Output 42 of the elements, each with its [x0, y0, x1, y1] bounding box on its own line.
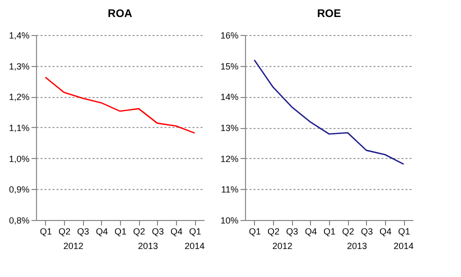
y-tick-label: 12%: [220, 154, 238, 164]
y-tick-label: 14%: [220, 92, 238, 102]
text: 2012: [272, 241, 292, 251]
y-tick-label: 16%: [220, 30, 238, 40]
x-tick-label: Q1: [323, 226, 336, 236]
y-tick-label: 1,1%: [8, 123, 30, 133]
x-tick-label: Q2: [342, 226, 354, 236]
x-tick-label: Q2: [267, 226, 280, 236]
chart-title: ROA: [108, 8, 132, 20]
y-tick-label: 0,9%: [8, 184, 30, 195]
line-series: [254, 59, 404, 165]
y-tick-label: 1,3%: [8, 61, 30, 72]
y-tick-label: 13%: [220, 123, 238, 133]
x-tick-label: Q2: [133, 226, 146, 236]
y-tick-label: 15%: [220, 61, 238, 72]
x-tick-label: Q4: [96, 226, 108, 236]
x-tick-label: Q4: [304, 226, 317, 236]
x-tick-label: Q1: [189, 226, 202, 236]
x-tick-label: Q4: [170, 226, 183, 236]
x-tick-label: Q3: [152, 226, 164, 236]
text: 2014: [394, 241, 414, 251]
y-tick-label: 1,0%: [8, 154, 30, 164]
chart-title: ROE: [317, 8, 341, 20]
text: 2012: [63, 241, 84, 251]
y-tick-label: 1,2%: [8, 92, 30, 102]
y-tick-label: 1,4%: [8, 30, 30, 40]
y-tick-label: 10%: [220, 216, 238, 226]
y-tick-label: 11%: [221, 184, 238, 195]
x-tick-label: Q3: [360, 226, 373, 236]
x-tick-label: Q3: [286, 226, 298, 236]
text: 2014: [184, 241, 205, 251]
x-tick-label: Q4: [379, 226, 392, 236]
text: 2013: [346, 241, 368, 251]
x-tick-label: Q1: [398, 226, 410, 236]
x-tick-label: Q1: [40, 226, 52, 236]
text: 2013: [138, 241, 158, 251]
x-tick-label: Q1: [248, 226, 261, 236]
x-tick-label: Q1: [114, 226, 127, 236]
x-tick-label: Q2: [58, 226, 71, 236]
x-tick-label: Q3: [77, 226, 90, 236]
line-series: [44, 76, 196, 134]
y-tick-label: 0,8%: [8, 216, 30, 226]
